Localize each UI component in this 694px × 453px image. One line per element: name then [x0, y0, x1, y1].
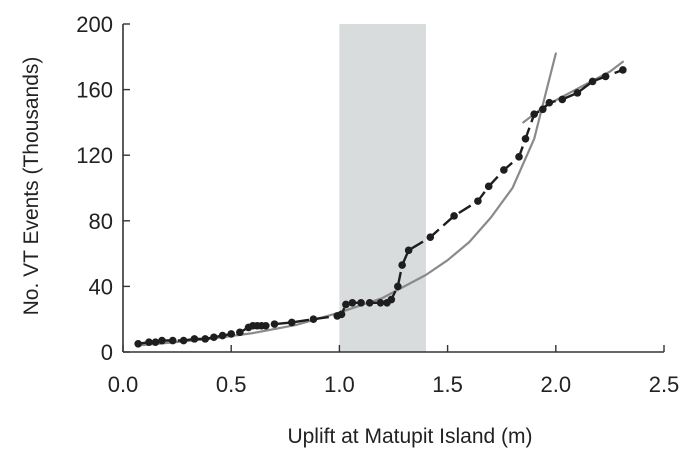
data-point: [515, 153, 523, 161]
data-point: [218, 331, 227, 340]
y-tick-label: 120: [76, 143, 113, 168]
data-point: [348, 299, 357, 307]
x-axis-title: Uplift at Matupit Island (m): [287, 425, 532, 448]
data-point: [450, 212, 458, 220]
data-point: [168, 336, 177, 345]
data-point: [201, 335, 210, 343]
data-point: [337, 310, 346, 319]
data-point: [365, 299, 374, 307]
x-tick-label: 1.5: [432, 372, 463, 397]
data-point: [404, 246, 413, 255]
data-point: [539, 105, 547, 114]
data-point: [500, 166, 508, 174]
fit-curve-2: [522, 60, 625, 124]
data-point: [342, 300, 350, 309]
series-layer: [134, 52, 627, 348]
data-point: [398, 261, 406, 269]
data-point: [287, 318, 296, 327]
data-point: [619, 66, 627, 74]
data-point: [376, 299, 385, 307]
y-tick-label: 80: [89, 209, 113, 234]
data-point: [573, 89, 582, 97]
data-point: [387, 295, 396, 304]
x-tick-label: 2.5: [649, 372, 680, 397]
data-point: [151, 338, 160, 346]
data-point: [601, 72, 610, 81]
data-point: [530, 110, 538, 118]
data-point: [158, 336, 166, 345]
y-tick-label: 40: [89, 274, 113, 299]
x-tick-label: 1.0: [324, 372, 355, 397]
data-point: [588, 77, 597, 86]
x-tick-label: 0.5: [216, 372, 247, 397]
data-point: [357, 299, 365, 307]
y-tick-label: 160: [76, 78, 113, 103]
data-point: [309, 315, 318, 324]
data-point: [190, 335, 199, 343]
data-point: [521, 135, 530, 143]
data-point: [179, 336, 188, 345]
data-point: [558, 95, 567, 104]
data-point: [426, 233, 435, 241]
y-tick-label: 0: [101, 340, 113, 365]
x-tick-label: 2.0: [541, 372, 572, 397]
axes-layer: 0 40 80 120 160 200 0.0 0.5 1.0 1.5 2.0 2.5: [76, 12, 679, 397]
data-point: [210, 333, 218, 342]
data-point: [134, 340, 142, 348]
y-tick-label: 200: [76, 12, 113, 37]
data-point: [227, 330, 235, 338]
y-axis-title: No. VT Events (Thousands): [20, 57, 43, 316]
data-point: [394, 282, 402, 291]
data-point: [236, 328, 244, 337]
data-point: [270, 320, 279, 328]
data-point: [545, 98, 554, 107]
x-tick-label: 0.0: [108, 372, 139, 397]
data-point: [474, 197, 482, 205]
data-point: [484, 182, 493, 191]
data-point: [262, 321, 270, 330]
data-point: [145, 338, 153, 346]
